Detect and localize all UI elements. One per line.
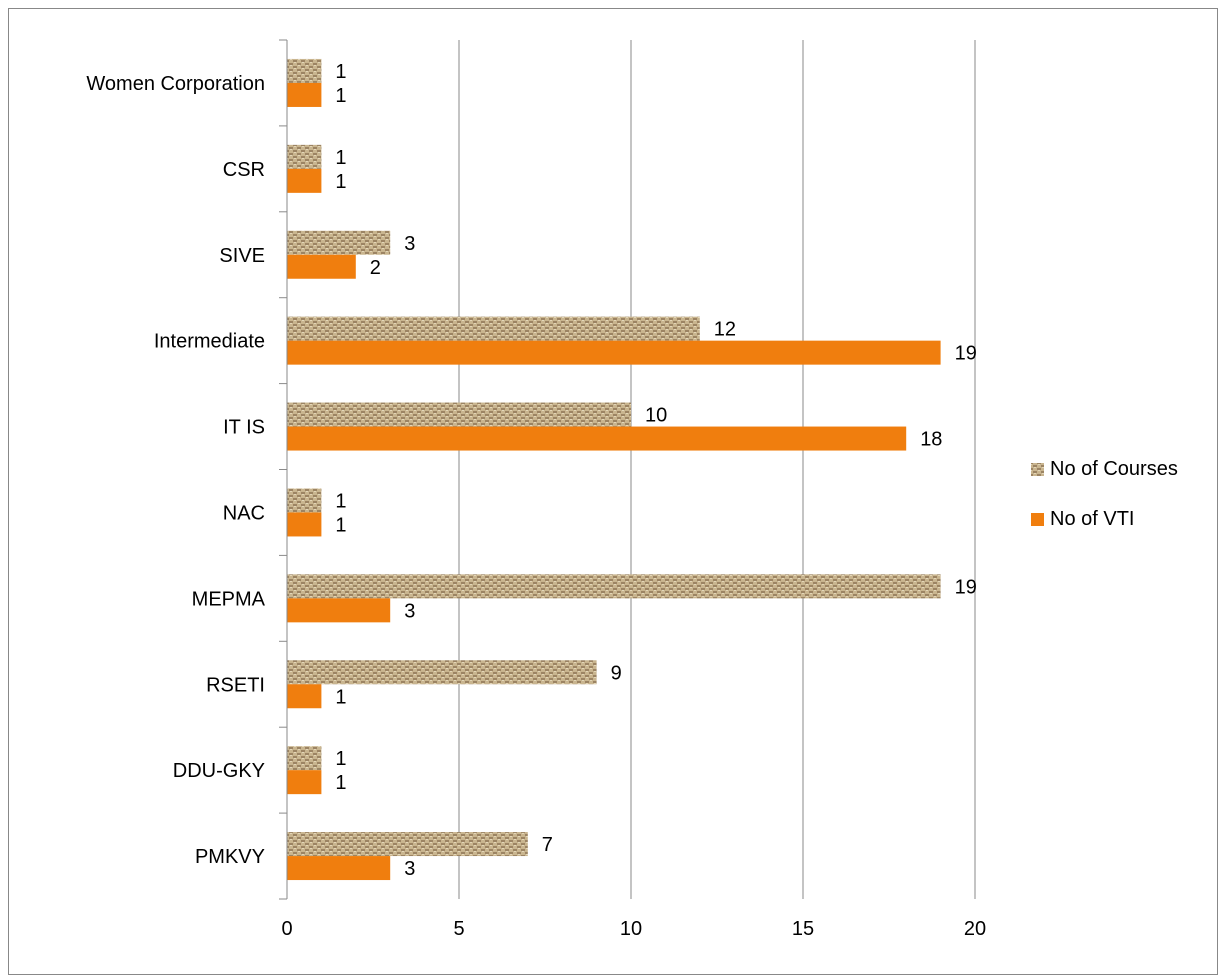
data-label: 1 xyxy=(335,147,346,169)
bar-no-of-vti xyxy=(287,254,356,279)
y-category-label: NAC xyxy=(223,502,265,524)
bar-no-of-vti xyxy=(287,168,322,193)
data-label: 1 xyxy=(335,748,346,770)
bar-no-of-courses xyxy=(287,660,597,685)
axes: 0 5 10 15 20 PMKVY DDU-GKY RSETI MEPMA NAC IT IS In… xyxy=(86,39,986,940)
y-category-label: MEPMA xyxy=(192,588,266,610)
data-label: 12 xyxy=(714,319,736,341)
bar-no-of-courses xyxy=(287,144,322,169)
legend-entry: No of Courses xyxy=(1050,458,1178,480)
data-label: 3 xyxy=(404,858,415,880)
data-label: 1 xyxy=(335,490,346,512)
data-label: 1 xyxy=(335,61,346,83)
data-label: 2 xyxy=(370,257,381,279)
bar-no-of-vti xyxy=(287,684,322,709)
data-label: 3 xyxy=(404,600,415,622)
x-tick-label: 0 xyxy=(281,918,292,940)
data-label: 1 xyxy=(335,514,346,536)
data-label: 1 xyxy=(335,85,346,107)
bar-no-of-vti xyxy=(287,82,322,107)
bar-no-of-courses xyxy=(287,832,528,857)
legend: No of Courses No of VTI xyxy=(1031,458,1178,530)
bar-no-of-courses xyxy=(287,316,700,341)
y-category-label: Intermediate xyxy=(154,331,265,353)
y-category-label: SIVE xyxy=(219,245,265,267)
data-label: 1 xyxy=(335,171,346,193)
bar-no-of-courses xyxy=(287,230,391,255)
gridlines xyxy=(458,40,976,899)
legend-swatch xyxy=(1031,513,1044,526)
x-tick-label: 5 xyxy=(453,918,464,940)
bar-no-of-courses xyxy=(287,488,322,513)
data-label: 7 xyxy=(542,834,553,856)
y-category-label: RSETI xyxy=(206,674,265,696)
legend-swatch xyxy=(1031,463,1044,476)
bar-no-of-courses xyxy=(287,746,322,771)
bar-no-of-courses xyxy=(287,574,941,599)
bar-no-of-vti xyxy=(287,426,907,451)
y-category-label: Women Corporation xyxy=(86,73,265,95)
bar-no-of-vti xyxy=(287,856,391,881)
y-category-label: PMKVY xyxy=(195,846,265,868)
data-label: 19 xyxy=(955,576,977,598)
bar-no-of-courses xyxy=(287,58,322,83)
bar-no-of-vti xyxy=(287,512,322,537)
data-label: 9 xyxy=(611,662,622,684)
data-label: 1 xyxy=(335,686,346,708)
y-category-label: DDU-GKY xyxy=(173,760,265,782)
bar-no-of-courses xyxy=(287,402,631,427)
x-tick-label: 20 xyxy=(964,918,986,940)
data-label: 19 xyxy=(955,343,977,365)
data-label: 10 xyxy=(645,405,667,427)
bar-no-of-vti xyxy=(287,340,941,365)
bar-no-of-vti xyxy=(287,598,391,623)
legend-entry: No of VTI xyxy=(1050,508,1134,530)
x-tick-label: 10 xyxy=(620,918,642,940)
y-category-label: CSR xyxy=(223,159,265,181)
chart-area: 7 3 1 1 9 1 19 3 1 1 10 18 12 19 3 2 1 1 1 1 0 5 10 15 20 PMKVY D… xyxy=(8,8,1218,975)
bar-no-of-vti xyxy=(287,770,322,795)
x-tick-label: 15 xyxy=(792,918,814,940)
y-category-label: IT IS xyxy=(223,417,265,439)
bars xyxy=(287,58,941,881)
data-label: 18 xyxy=(920,429,942,451)
data-label: 3 xyxy=(404,233,415,255)
data-label: 1 xyxy=(335,772,346,794)
